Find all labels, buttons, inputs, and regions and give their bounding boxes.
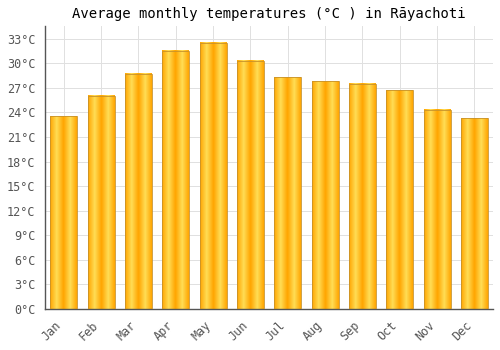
Bar: [162, 51, 189, 309]
Bar: [88, 96, 115, 309]
Bar: [461, 118, 488, 309]
Title: Average monthly temperatures (°C ) in Rāyachoti: Average monthly temperatures (°C ) in Rā…: [72, 7, 466, 21]
Bar: [349, 84, 376, 309]
Bar: [237, 61, 264, 309]
Bar: [424, 110, 450, 309]
Bar: [200, 43, 226, 309]
Bar: [312, 81, 338, 309]
Bar: [274, 77, 301, 309]
Bar: [386, 90, 413, 309]
Bar: [50, 117, 78, 309]
Bar: [125, 74, 152, 309]
